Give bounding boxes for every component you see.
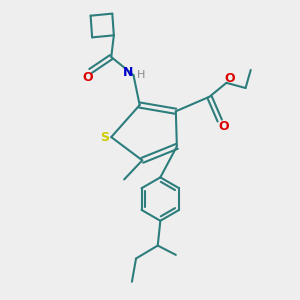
Text: O: O bbox=[218, 120, 229, 133]
Text: H: H bbox=[136, 70, 145, 80]
Text: O: O bbox=[224, 72, 235, 85]
Text: S: S bbox=[100, 130, 109, 144]
Text: N: N bbox=[123, 66, 134, 79]
Text: O: O bbox=[83, 71, 93, 84]
